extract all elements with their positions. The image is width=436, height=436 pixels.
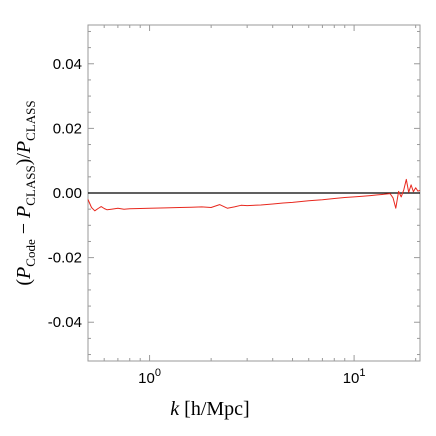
y-tick-label: 0.02 <box>53 120 82 137</box>
x-axis-variable: k <box>170 398 180 420</box>
tick-labels-layer: 0.04 0.02 0.00 -0.02 -0.04 100 101 <box>48 56 366 387</box>
y-tick-label: 0.00 <box>53 185 82 202</box>
y-tick-label: -0.02 <box>48 250 82 267</box>
x-tick-label: 101 <box>343 367 366 387</box>
y-tick-label: 0.04 <box>53 56 82 73</box>
x-axis-label: k [h/Mpc] <box>170 398 249 420</box>
y-axis-label: (PCode − PCLASS)/PCLASS <box>13 100 38 285</box>
x-axis-unit: [h/Mpc] <box>179 398 250 420</box>
y-tick-label: -0.04 <box>48 314 82 331</box>
series-line <box>87 178 421 212</box>
x-tick-label: 100 <box>138 367 161 387</box>
